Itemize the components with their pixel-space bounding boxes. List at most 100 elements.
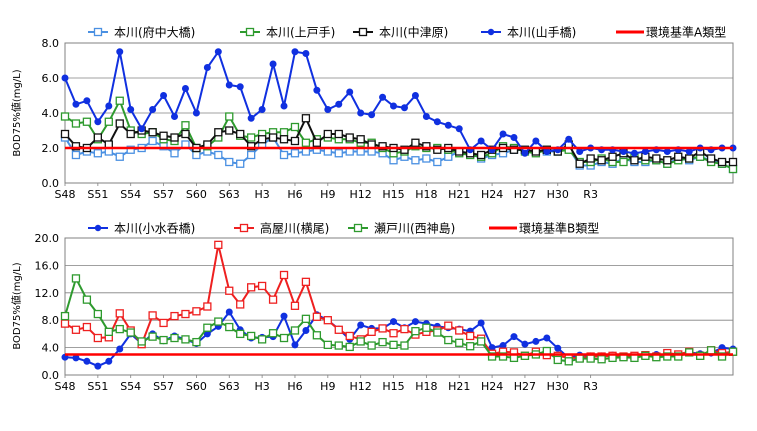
data-point (367, 341, 376, 350)
data-point (83, 357, 91, 365)
data-point (247, 283, 256, 292)
data-point (225, 322, 234, 332)
x-tick-label: H6 (287, 188, 302, 201)
data-point (192, 150, 201, 160)
y-tick-label: 8.0 (42, 37, 60, 50)
data-point (160, 92, 168, 99)
data-point (312, 138, 322, 147)
data-point (290, 301, 300, 310)
data-point (510, 134, 518, 141)
data-point (225, 286, 234, 295)
data-point (411, 156, 420, 165)
data-point (60, 311, 70, 321)
data-point (138, 125, 146, 133)
data-point (104, 327, 113, 336)
data-point (575, 354, 584, 363)
data-point (301, 314, 311, 323)
data-point (368, 111, 376, 119)
data-point (126, 129, 135, 139)
data-point (290, 149, 300, 158)
data-point (586, 154, 595, 163)
data-point (60, 129, 70, 139)
data-point (236, 129, 245, 139)
chart-1: 0.0 2.0 4.0 6.0 8.0 S48 S51 S54 S57 S60 S63 H3 H6 H9 H… (10, 25, 738, 201)
data-point (466, 331, 475, 341)
data-point (301, 138, 311, 147)
x-tick-label: H6 (287, 380, 302, 393)
legend-label: 本川(中津原) (379, 25, 448, 40)
data-point (61, 74, 69, 82)
data-point (400, 341, 409, 350)
data-point (236, 329, 245, 339)
legend-label: 環境基準B類型 (519, 221, 599, 236)
data-point (499, 130, 507, 138)
data-point (181, 85, 189, 92)
data-point (510, 333, 518, 341)
data-point (378, 142, 387, 151)
data-point (214, 240, 223, 250)
data-point (597, 355, 606, 364)
data-point (247, 114, 255, 122)
data-point (444, 121, 452, 129)
data-point (444, 152, 453, 161)
data-point (477, 319, 485, 327)
x-tick-label: S63 (219, 188, 240, 201)
legend-item: 本川(小水呑橋) (88, 222, 195, 236)
data-point (685, 348, 694, 357)
data-point (422, 323, 431, 332)
x-tick-label: S54 (120, 188, 141, 201)
data-point (400, 104, 408, 112)
data-point (82, 322, 92, 332)
legend-label: 本川(上戸手) (266, 26, 335, 40)
data-point (652, 154, 661, 163)
data-point (171, 113, 179, 120)
legend-item: 環境基準A類型 (616, 25, 726, 40)
data-point (334, 325, 343, 334)
legend-item: 本川(中津原) (353, 25, 448, 40)
legend-marker (487, 28, 495, 36)
data-point (290, 136, 300, 146)
data-point (521, 149, 529, 157)
data-point (94, 362, 102, 370)
x-tick-label: S63 (219, 380, 240, 393)
legend-item: 本川(山手橋) (481, 26, 576, 40)
data-point (170, 333, 179, 343)
x-tick-label: H9 (320, 188, 335, 201)
data-point (422, 113, 430, 120)
data-point (247, 133, 256, 142)
x-tick-label: H12 (350, 380, 372, 393)
data-point (268, 329, 278, 338)
data-point (444, 321, 453, 330)
data-point (279, 333, 289, 343)
data-point (411, 327, 420, 336)
data-point (214, 150, 223, 160)
data-point (411, 138, 420, 147)
data-point (225, 81, 233, 89)
data-point (521, 340, 529, 348)
legend-label: 高屋川(横尾) (260, 221, 329, 236)
data-point (630, 156, 639, 165)
data-point (94, 118, 102, 126)
data-point (553, 355, 562, 365)
data-point (685, 154, 694, 163)
x-tick-label: S54 (120, 380, 141, 393)
data-point (148, 128, 157, 137)
data-point (225, 126, 234, 135)
data-point (487, 352, 497, 361)
y-tick-label: 12.0 (35, 287, 60, 300)
data-point (60, 112, 70, 121)
data-point (619, 148, 627, 155)
y-tick-label: 16.0 (35, 259, 60, 272)
data-point (312, 312, 322, 321)
data-point (564, 357, 573, 366)
data-point (543, 148, 551, 155)
y-tick-label: 0.0 (42, 177, 60, 190)
plot-area (64, 237, 734, 376)
data-point (280, 312, 288, 320)
data-point (170, 133, 179, 142)
data-point (181, 129, 190, 139)
data-point (279, 135, 289, 144)
x-tick-label: S48 (55, 380, 76, 393)
data-point (433, 328, 442, 337)
